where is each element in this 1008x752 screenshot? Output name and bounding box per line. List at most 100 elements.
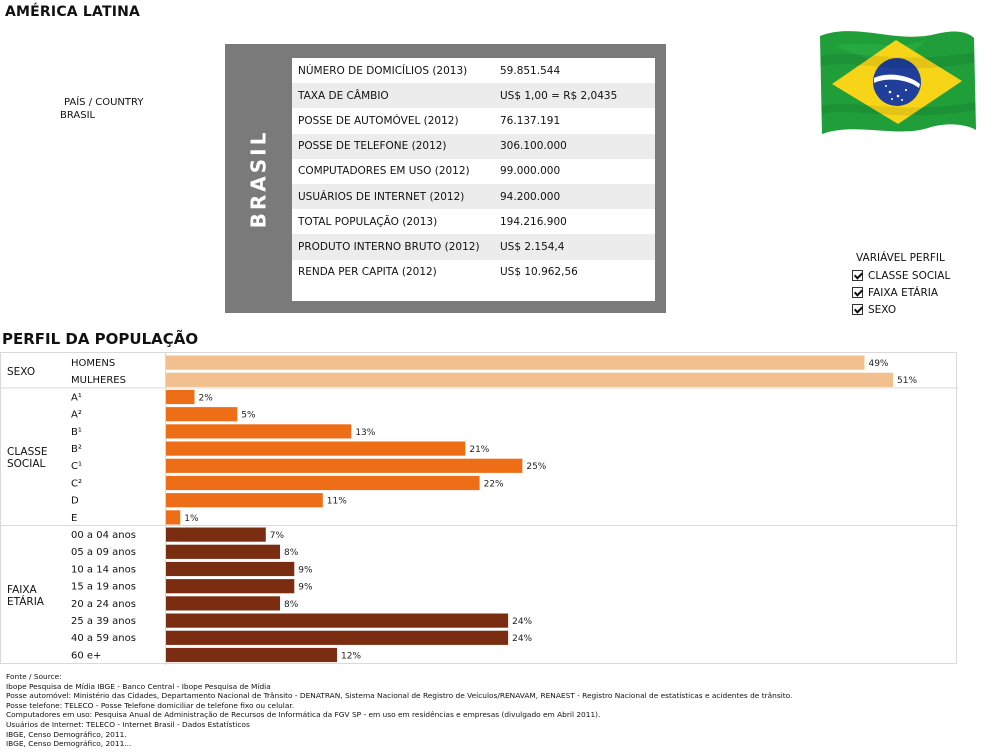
category-label: 25 a 39 anos xyxy=(71,616,136,627)
source-line: Usuários de Internet: TELECO - Internet … xyxy=(6,719,250,729)
source-line: Posse telefone: TELECO - Posse Telefone … xyxy=(6,700,295,710)
section-title: PERFIL DA POPULAÇÃO xyxy=(2,330,199,348)
group-label: CLASSE SOCIAL xyxy=(7,446,48,470)
bar xyxy=(166,510,181,525)
bar-value-label: 9% xyxy=(298,565,313,575)
source-line: Fonte / Source: xyxy=(6,672,62,681)
category-label: 20 a 24 anos xyxy=(71,599,136,610)
group-label: SEXO xyxy=(7,366,35,378)
legend-checkbox-faixa-et-ria[interactable]: FAIXA ETÁRIA xyxy=(852,284,950,301)
category-label: 15 a 19 anos xyxy=(71,582,136,593)
source-line: Ibope Pesquisa de Mídia IBGE - Banco Cen… xyxy=(6,681,271,691)
bar-value-label: 51% xyxy=(897,376,917,386)
source-line: IBGE, Censo Demográfico, 2011. xyxy=(6,729,127,739)
bar-value-label: 22% xyxy=(484,479,504,489)
info-key: NÚMERO DE DOMICÍLIOS (2013) xyxy=(298,64,468,77)
category-label: 00 a 04 anos xyxy=(71,530,136,541)
country-label: PAÍS / COUNTRY xyxy=(64,97,144,108)
info-value: US$ 10.962,56 xyxy=(500,266,578,279)
bar xyxy=(166,372,893,387)
category-label: E xyxy=(71,513,77,524)
source-line: Computadores em uso: Pesquisa Anual de A… xyxy=(6,710,601,720)
info-value: 99.000.000 xyxy=(500,165,561,178)
info-value: 76.137.191 xyxy=(500,114,561,127)
category-label: B² xyxy=(71,444,82,455)
checkbox-check-icon[interactable] xyxy=(852,270,863,281)
bar-value-label: 25% xyxy=(526,462,546,472)
source-line: Posse automóvel: Ministério das Cidades,… xyxy=(6,691,793,701)
legend-checkbox-classe-social[interactable]: CLASSE SOCIAL xyxy=(852,267,950,284)
bar xyxy=(166,441,466,456)
info-key: POSSE DE TELEFONE (2012) xyxy=(298,140,447,153)
info-row: TOTAL POPULAÇÃO (2013) 194.216.900 xyxy=(292,209,655,234)
country-value: BRASIL xyxy=(60,110,96,121)
category-label: MULHERES xyxy=(71,375,126,386)
category-label: D xyxy=(71,496,79,507)
legend-item-label: SEXO xyxy=(868,303,897,316)
country-filter[interactable]: PAÍS / COUNTRY BRASIL xyxy=(60,96,143,122)
legend-item-label: CLASSE SOCIAL xyxy=(868,269,951,282)
checkbox-check-icon[interactable] xyxy=(852,304,863,315)
category-label: 05 a 09 anos xyxy=(71,547,136,558)
population-profile-chart: SEXO HOMENS 49% MULHERES 51% CLASSE SOCIAL A¹ 2%… xyxy=(0,352,958,665)
bar xyxy=(166,493,323,508)
source-line: IBGE, Censo Demográfico, 2011... xyxy=(6,739,132,749)
bar xyxy=(166,579,295,594)
info-key: RENDA PER CAPITA (2012) xyxy=(298,266,437,279)
category-label: A¹ xyxy=(71,392,82,403)
bar-value-label: 8% xyxy=(284,600,299,610)
info-value: 306.100.000 xyxy=(500,140,567,153)
info-key: PRODUTO INTERNO BRUTO (2012) xyxy=(298,240,480,253)
brazil-flag-icon xyxy=(820,31,976,135)
bar xyxy=(166,596,281,611)
bar xyxy=(166,389,195,405)
bar-value-label: 1% xyxy=(184,514,199,524)
bar-value-label: 9% xyxy=(298,583,313,593)
category-label: HOMENS xyxy=(71,358,115,369)
info-row: TAXA DE CÂMBIO US$ 1,00 = R$ 2,0435 xyxy=(292,83,655,109)
checkbox-check-icon[interactable] xyxy=(852,287,863,298)
info-key: TAXA DE CÂMBIO xyxy=(298,89,389,102)
bar xyxy=(166,355,865,370)
bar xyxy=(166,458,523,473)
info-key: USUÁRIOS DE INTERNET (2012) xyxy=(298,190,465,203)
bar xyxy=(166,407,238,422)
bar xyxy=(166,613,509,628)
info-value: US$ 1,00 = R$ 2,0435 xyxy=(500,89,618,102)
bar-value-label: 24% xyxy=(512,634,532,644)
bar-value-label: 24% xyxy=(512,617,532,627)
bar-value-label: 7% xyxy=(270,531,285,541)
bar-value-label: 11% xyxy=(327,497,347,507)
category-label: A² xyxy=(71,410,82,421)
sources-footnote: Fonte / Source: Ibope Pesquisa de Mídia I… xyxy=(6,672,792,749)
bar-value-label: 12% xyxy=(341,651,361,661)
region-title: AMÉRICA LATINA xyxy=(5,4,141,20)
category-label: 60 e+ xyxy=(71,650,101,661)
bar xyxy=(166,424,352,439)
category-label: C¹ xyxy=(71,461,82,472)
category-label: C² xyxy=(71,478,82,489)
bar xyxy=(166,544,281,559)
category-label: B¹ xyxy=(71,427,82,438)
bar xyxy=(166,527,266,542)
category-label: 40 a 59 anos xyxy=(71,633,136,644)
legend-checkbox-sexo[interactable]: SEXO xyxy=(852,301,950,318)
bar-value-label: 49% xyxy=(868,359,888,369)
info-row: NÚMERO DE DOMICÍLIOS (2013) 59.851.544 xyxy=(292,58,655,83)
bar-value-label: 13% xyxy=(355,428,375,438)
info-key: TOTAL POPULAÇÃO (2013) xyxy=(298,215,438,228)
bar xyxy=(166,561,295,577)
info-value: 194.216.900 xyxy=(500,215,567,228)
info-row: PRODUTO INTERNO BRUTO (2012) US$ 2.154,4 xyxy=(292,234,655,260)
bar xyxy=(166,630,509,645)
info-row: USUÁRIOS DE INTERNET (2012) 94.200.000 xyxy=(292,183,655,210)
bar-value-label: 2% xyxy=(199,393,214,403)
info-key: POSSE DE AUTOMÓVEL (2012) xyxy=(298,114,459,127)
legend-title: VARIÁVEL PERFIL xyxy=(856,252,945,264)
population-profile-svg: SEXO HOMENS 49% MULHERES 51% CLASSE SOCIAL A¹ 2%… xyxy=(1,353,958,665)
info-row: RENDA PER CAPITA (2012) US$ 10.962,56 xyxy=(292,260,655,285)
info-key: COMPUTADORES EM USO (2012) xyxy=(298,165,470,178)
info-row: POSSE DE AUTOMÓVEL (2012) 76.137.191 xyxy=(292,108,655,133)
country-info-panel: BRASIL NÚMERO DE DOMICÍLIOS (2013) 59.851… xyxy=(225,44,666,313)
bar xyxy=(166,475,480,491)
